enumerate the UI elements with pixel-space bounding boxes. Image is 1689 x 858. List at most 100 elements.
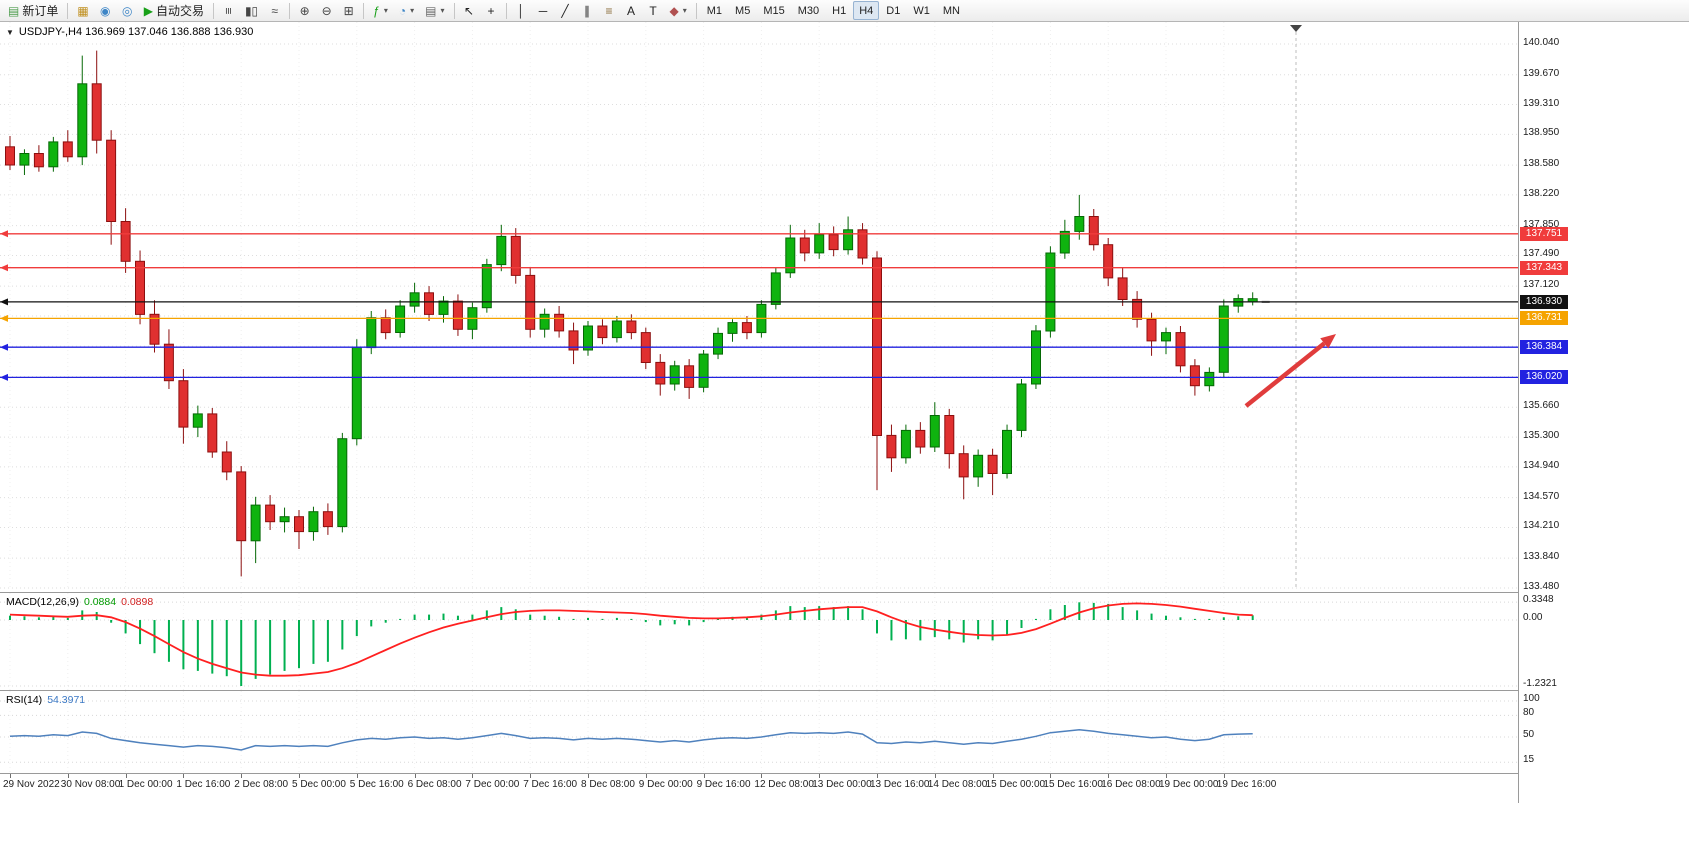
timeframe-h1-button[interactable]: H1: [832, 4, 847, 17]
candle-body: [1016, 383, 1027, 431]
chevron-down-icon: ▾: [383, 6, 388, 15]
rsi-chart-canvas[interactable]: [0, 691, 1518, 773]
charts-icon: ▦: [77, 3, 89, 18]
tile-windows-button[interactable]: ⊞: [338, 1, 359, 20]
candle-body: [135, 260, 145, 315]
price-axis-label: 138.580: [1523, 158, 1560, 170]
crosshair-icon: +: [487, 3, 495, 18]
indicators-button[interactable]: ƒ ▾: [368, 1, 393, 20]
rsi-axis-label: 80: [1523, 707, 1535, 719]
candle-body: [424, 292, 434, 315]
timeframe-h4-button[interactable]: H4: [853, 1, 880, 20]
line-chart-button[interactable]: ≈: [264, 1, 285, 20]
candle-body: [886, 434, 897, 459]
price-level-badge[interactable]: 137.343: [1520, 260, 1568, 275]
line-left-marker: [0, 373, 8, 381]
line-left-marker: [0, 230, 8, 238]
cursor-button[interactable]: ↖: [459, 1, 480, 20]
time-tick: [472, 774, 474, 778]
chevron-down-icon: ▾: [410, 6, 415, 15]
timeframe-m5-button[interactable]: M5: [735, 4, 751, 17]
timeframe-m30-button[interactable]: M30: [797, 4, 820, 17]
candle-body: [178, 380, 189, 428]
rsi-panel[interactable]: RSI(14) 54.3971: [0, 690, 1689, 773]
line-left-marker: [0, 314, 8, 322]
autotrading-button[interactable]: ▶ 自动交易: [139, 1, 209, 20]
periods-button[interactable]: ◔ ▾: [394, 1, 419, 20]
time-tick: [241, 774, 243, 778]
time-axis[interactable]: 29 Nov 2022 30 Nov 08:00 1 Dec 00:00 1 Dec …: [0, 773, 1689, 803]
charts-button[interactable]: ▦: [72, 1, 93, 20]
price-axis-label: 138.950: [1523, 127, 1560, 139]
zoom-out-button[interactable]: ⊖: [316, 1, 337, 20]
trendline-button[interactable]: ╱: [555, 1, 576, 20]
chart-shift-marker[interactable]: [1290, 25, 1302, 32]
arrows-shapes-button[interactable]: ◆ ▾: [665, 1, 692, 20]
price-axis-label: 139.670: [1523, 67, 1560, 79]
candle-body: [958, 453, 969, 478]
indicators-icon: ƒ: [373, 3, 380, 18]
fibonacci-button[interactable]: ≡: [599, 1, 620, 20]
price-level-badge[interactable]: 136.384: [1520, 340, 1568, 355]
time-axis-label: 14 Dec 08:00: [927, 779, 988, 790]
candle-body: [1031, 330, 1041, 385]
price-axis-label: 135.300: [1523, 430, 1560, 442]
price-level-badge[interactable]: 136.020: [1520, 370, 1568, 385]
price-axis[interactable]: 140.040 139.670 139.310 138.950 138.580 138.2…: [1518, 22, 1689, 803]
candle-body: [265, 504, 276, 523]
candle-body: [539, 313, 550, 330]
chevron-down-icon: ▾: [440, 6, 445, 15]
candle-body: [741, 322, 752, 334]
macd-axis-label: 0.00: [1523, 612, 1543, 623]
price-level-badge[interactable]: 137.751: [1520, 226, 1568, 241]
time-axis-label: 7 Dec 00:00: [465, 779, 520, 790]
time-tick: [819, 774, 821, 778]
timeframe-m1-button[interactable]: M1: [706, 4, 723, 17]
chevron-down-icon: ▾: [682, 6, 687, 15]
time-tick: [588, 774, 589, 778]
price-axis-label: 138.220: [1523, 187, 1560, 199]
time-tick: [1108, 774, 1110, 778]
timeframe-m15-button[interactable]: M15: [763, 4, 785, 17]
candle-body: [294, 516, 304, 533]
text-label-button[interactable]: T: [643, 1, 664, 20]
candle-body: [5, 146, 15, 166]
crosshair-button[interactable]: +: [481, 1, 502, 20]
macd-chart-canvas[interactable]: [0, 593, 1518, 690]
timeframe-d1-button[interactable]: D1: [886, 4, 901, 17]
timeframe-mn-button[interactable]: MN: [942, 4, 960, 17]
price-axis-label: 137.120: [1523, 279, 1560, 291]
symbol-dropdown-icon[interactable]: ▼: [6, 27, 14, 37]
horizontal-line-button[interactable]: ─: [533, 1, 554, 20]
candle-body: [568, 330, 579, 351]
main-chart[interactable]: ▼ USDJPY-,H4 136.969 137.046 136.888 136…: [0, 22, 1518, 592]
equidistant-channel-button[interactable]: ∥: [577, 1, 598, 20]
templates-button[interactable]: ▤ ▾: [420, 1, 449, 20]
vertical-line-button[interactable]: │: [511, 1, 532, 20]
macd-panel[interactable]: MACD(12,26,9) 0.0884 0.0898: [0, 592, 1689, 690]
candle-body: [973, 454, 984, 478]
candle-body: [1175, 332, 1186, 367]
zoom-in-button[interactable]: ⊕: [294, 1, 315, 20]
candle-body: [843, 229, 854, 251]
info-button[interactable]: ◎: [117, 1, 138, 20]
fibonacci-icon: ≡: [605, 3, 613, 18]
text-button[interactable]: A: [621, 1, 642, 20]
time-tick: [703, 774, 705, 778]
candle-body: [655, 361, 666, 385]
candlestick-chart-canvas[interactable]: [0, 22, 1518, 592]
quotes-button[interactable]: ◉: [95, 1, 116, 20]
arrow-annotation[interactable]: [1244, 341, 1326, 408]
timeframe-w1-button[interactable]: W1: [913, 4, 930, 17]
candlestick-chart-button[interactable]: ▮▯: [240, 1, 263, 20]
candle-body: [510, 235, 521, 276]
price-axis-label: 137.850: [1523, 218, 1560, 230]
price-level-badge[interactable]: 136.930: [1520, 294, 1568, 309]
price-axis-label: 137.490: [1523, 248, 1560, 260]
new-order-button[interactable]: ▤ 新订单: [3, 1, 63, 20]
price-level-badge[interactable]: 136.731: [1520, 311, 1568, 326]
periods-icon: ◔: [398, 3, 407, 18]
candle-body: [1002, 429, 1012, 474]
candlestick-chart-icon: ▮▯: [244, 3, 259, 18]
bar-chart-button[interactable]: ≡: [218, 1, 239, 20]
